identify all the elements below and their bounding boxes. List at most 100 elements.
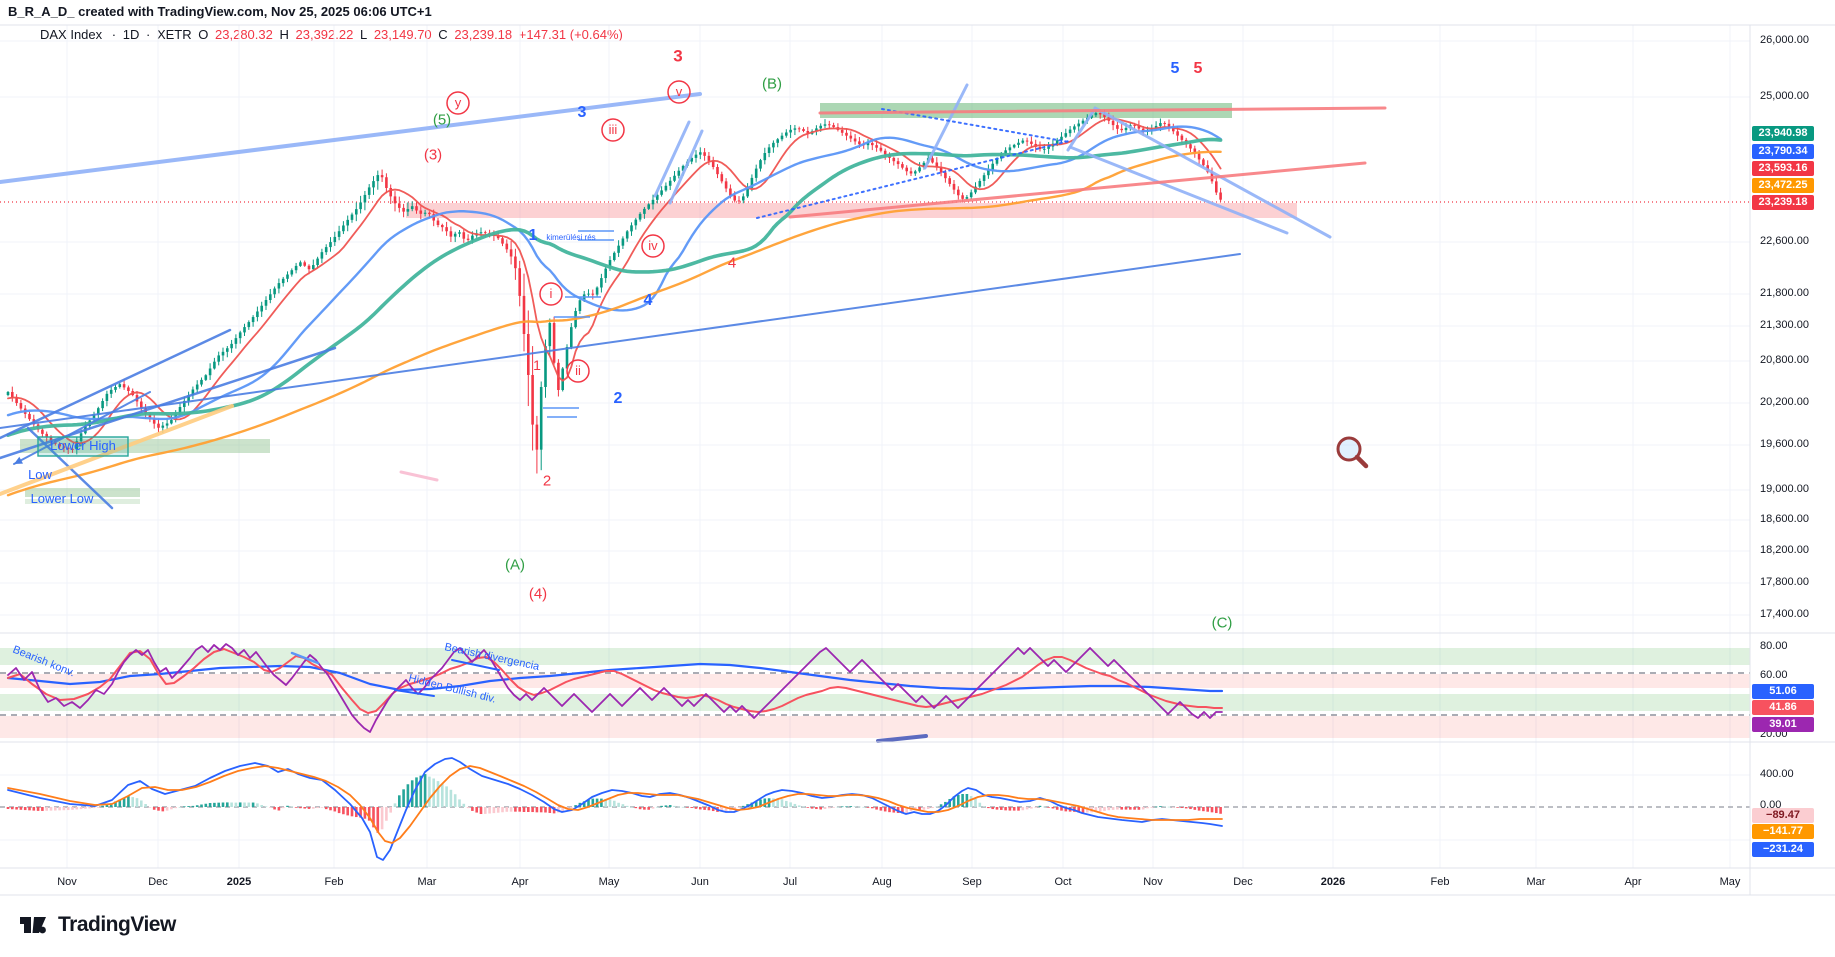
- wave-circle: [446, 91, 470, 115]
- tradingview-logo-text: TradingView: [58, 913, 176, 936]
- low-label: L: [359, 27, 368, 42]
- time-axis-label[interactable]: Oct: [1054, 876, 1072, 888]
- wave-label: (4): [529, 586, 547, 603]
- trendline-arrowhead: [14, 456, 23, 464]
- structure-label: Lower Low: [31, 491, 94, 506]
- rsi-trend-segment: [394, 689, 435, 697]
- time-axis-label[interactable]: Apr: [511, 876, 529, 888]
- trendline: [1066, 108, 1096, 152]
- ma-line-mid: [6, 125, 1222, 421]
- gap-note: kimerülési rés: [546, 233, 595, 242]
- rsi-trend-segment: [876, 734, 928, 743]
- axis-tick-label[interactable]: 18,200.00: [1760, 544, 1809, 556]
- trendline: [881, 108, 1070, 143]
- time-axis-label[interactable]: Dec: [1233, 876, 1253, 888]
- wave-label: 3: [578, 104, 587, 121]
- axis-tick-label[interactable]: 21,300.00: [1760, 319, 1809, 331]
- price-tag: 23,239.18: [1752, 194, 1814, 210]
- time-axis-label[interactable]: Aug: [872, 876, 892, 888]
- rsi-band: [0, 694, 1750, 711]
- lower-high-box: [37, 436, 129, 457]
- time-axis-label[interactable]: Jun: [691, 876, 709, 888]
- symbol-legend[interactable]: DAX Index · 1D · XETR O 23,280.32 H 23,3…: [40, 27, 626, 42]
- time-axis-label[interactable]: Apr: [1624, 876, 1642, 888]
- trendline: [399, 470, 439, 482]
- structure-label: Low: [28, 467, 52, 482]
- wave-circle: [566, 359, 590, 383]
- close-label: C: [438, 27, 448, 42]
- time-axis-label[interactable]: Sep: [962, 876, 982, 888]
- wave-circle: [601, 118, 625, 142]
- rsi-band: [0, 674, 1750, 688]
- axis-tick-label[interactable]: 18,600.00: [1760, 513, 1809, 525]
- wave-label: 3: [673, 47, 682, 66]
- axis-tick-label[interactable]: 26,000.00: [1760, 34, 1809, 46]
- left-green-band-2: [25, 488, 140, 497]
- magnifier-icon: [1336, 436, 1369, 469]
- time-axis-label[interactable]: 2026: [1320, 876, 1346, 888]
- axis-tick-label[interactable]: 19,600.00: [1760, 438, 1809, 450]
- macd-histogram: [6, 774, 1222, 833]
- wave-label: (A): [505, 557, 525, 574]
- time-axis-label[interactable]: May: [598, 876, 620, 888]
- high-label: H: [279, 27, 289, 42]
- price-tag: −141.77: [1752, 823, 1814, 839]
- wave-label: y: [455, 95, 462, 110]
- tradingview-logo-icon: [20, 917, 46, 934]
- time-axis-label[interactable]: Mar: [1526, 876, 1546, 888]
- axis-tick-label[interactable]: 19,000.00: [1760, 483, 1809, 495]
- price-tag: 23,472.25: [1752, 177, 1814, 193]
- time-axis-label[interactable]: Mar: [417, 876, 437, 888]
- price-tag: −89.47: [1752, 807, 1814, 823]
- macd-line: [7, 757, 1223, 861]
- tradingview-logo[interactable]: TradingView: [20, 912, 176, 938]
- exchange-label: XETR: [156, 27, 192, 42]
- wave-label: 4: [728, 255, 736, 272]
- axis-tick-label[interactable]: 60.00: [1760, 669, 1788, 681]
- interval-label[interactable]: 1D: [122, 27, 140, 42]
- time-axis-label[interactable]: Feb: [324, 876, 344, 888]
- axis-tick-label[interactable]: 22,600.00: [1760, 235, 1809, 247]
- symbol-name[interactable]: DAX Index: [40, 27, 103, 42]
- axis-tick-label[interactable]: 80.00: [1760, 640, 1788, 652]
- time-axis-label[interactable]: Nov: [1143, 876, 1163, 888]
- time-axis-label[interactable]: Feb: [1430, 876, 1450, 888]
- price-tag: 23,790.34: [1752, 143, 1814, 159]
- time-axis-label[interactable]: Jul: [782, 876, 798, 888]
- axis-tick-label[interactable]: 17,400.00: [1760, 608, 1809, 620]
- time-axis-label[interactable]: Dec: [148, 876, 168, 888]
- axis-tick-label[interactable]: 25,000.00: [1760, 90, 1809, 102]
- wave-label: (C): [1212, 615, 1233, 632]
- trendline: [818, 106, 1387, 115]
- trendline: [0, 253, 1241, 429]
- macd-signal-line: [7, 765, 1223, 844]
- open-value: 23,280.32: [215, 27, 273, 42]
- rsi-band: [0, 716, 1750, 738]
- legend-separator: ·: [146, 27, 151, 42]
- trendline: [923, 83, 969, 170]
- time-axis-label[interactable]: 2025: [226, 876, 252, 888]
- axis-tick-label[interactable]: 400.00: [1760, 768, 1794, 780]
- time-axis-label[interactable]: May: [1719, 876, 1741, 888]
- close-value: 23,239.18: [454, 27, 513, 42]
- wave-label: (3): [424, 147, 442, 164]
- rsi-smoothed-line: [6, 662, 1224, 693]
- axis-tick-label[interactable]: 21,800.00: [1760, 287, 1809, 299]
- wave-label: 4: [644, 292, 653, 309]
- axis-tick-label[interactable]: 20,800.00: [1760, 354, 1809, 366]
- candlestick-series: [6, 109, 1222, 474]
- axis-tick-label[interactable]: 20,200.00: [1760, 396, 1809, 408]
- axis-tick-label[interactable]: 17,800.00: [1760, 576, 1809, 588]
- trendline: [653, 120, 691, 198]
- trendline: [668, 129, 704, 205]
- trendline: [13, 391, 151, 465]
- wave-label: v: [676, 84, 683, 99]
- trendline: [0, 346, 337, 460]
- wave-label: 2: [543, 473, 551, 490]
- wave-circle: [667, 80, 691, 104]
- price-tag: 23,593.16: [1752, 160, 1814, 176]
- trendline: [0, 328, 232, 440]
- left-green-band-3: [25, 499, 140, 504]
- time-axis-label[interactable]: Nov: [57, 876, 77, 888]
